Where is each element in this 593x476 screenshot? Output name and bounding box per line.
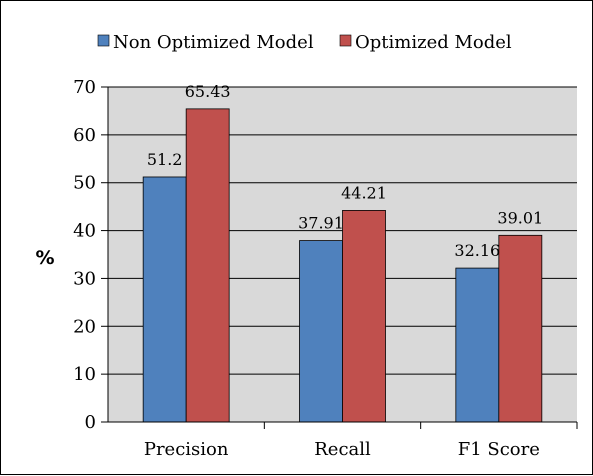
legend: Non Optimized Model Optimized Model bbox=[97, 32, 512, 53]
data-label: 39.01 bbox=[497, 208, 543, 227]
data-label: 51.2 bbox=[147, 150, 183, 169]
y-tick-label: 60 bbox=[73, 125, 96, 146]
data-label: 32.16 bbox=[454, 241, 500, 260]
bar-non-optimized-recall bbox=[299, 240, 343, 423]
y-axis-label: % bbox=[35, 247, 54, 269]
y-tick-label: 30 bbox=[73, 268, 96, 289]
data-label: 37.91 bbox=[298, 214, 344, 233]
data-label: 44.21 bbox=[341, 183, 387, 202]
y-tick-label: 0 bbox=[85, 412, 96, 433]
y-tick-label: 10 bbox=[73, 364, 96, 385]
x-tick-label: Precision bbox=[144, 439, 229, 460]
bar-non-optimized-precision bbox=[142, 176, 187, 423]
y-tick-label: 70 bbox=[73, 77, 96, 98]
data-label: 65.43 bbox=[185, 82, 231, 101]
y-tick-label: 50 bbox=[73, 173, 96, 194]
legend-label: Optimized Model bbox=[355, 32, 512, 53]
x-tick-label: Recall bbox=[314, 439, 371, 460]
legend-label: Non Optimized Model bbox=[113, 32, 314, 53]
y-tick-label: 20 bbox=[73, 316, 96, 337]
bar-optimized-f1-score bbox=[498, 234, 543, 423]
legend-swatch bbox=[339, 34, 352, 47]
bar-optimized-precision bbox=[185, 108, 230, 423]
bar-non-optimized-f1-score bbox=[455, 267, 500, 423]
legend-swatch bbox=[97, 34, 110, 47]
y-tick-label: 40 bbox=[73, 221, 96, 242]
x-tick-label: F1 Score bbox=[458, 439, 540, 460]
bar-optimized-recall bbox=[342, 210, 386, 423]
